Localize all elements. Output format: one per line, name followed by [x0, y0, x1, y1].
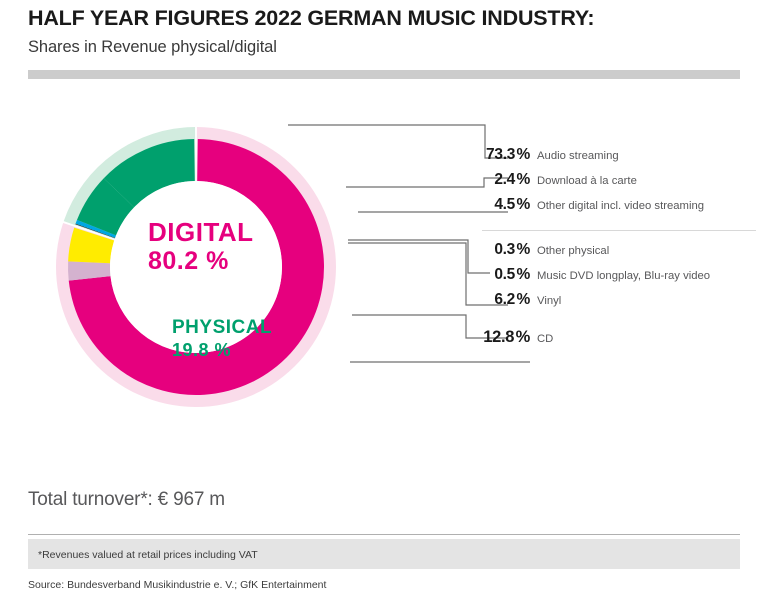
donut-hole: [110, 181, 282, 353]
percent-symbol: %: [516, 291, 531, 308]
note-band: [28, 539, 740, 569]
donut-slice-download-la-carte[interactable]: [68, 261, 111, 281]
leader-music-dvd: [348, 242, 508, 306]
note-text: *Revenues valued at retail prices includ…: [38, 549, 258, 561]
page-subtitle: Shares in Revenue physical/digital: [28, 38, 277, 56]
legend-digital-label: Other digital incl. video streaming: [537, 200, 705, 212]
legend-group-digital: 73.3% Audio streaming 2.4% Download à la ca…: [468, 146, 758, 221]
legend-spacer: [468, 316, 758, 328]
legend-physical-percent: 0.3%: [494, 241, 531, 258]
page-title: HALF YEAR FIGURES 2022 GERMAN MUSIC INDU…: [28, 6, 595, 30]
leader-other-physical: [348, 239, 490, 274]
donut-slice-music-dvd-longplay-blu-ray-video[interactable]: [75, 219, 117, 238]
legend-cd-percent: 12.8%: [483, 328, 531, 346]
leader-audio-streaming: [288, 124, 508, 159]
donut-slice-other-physical[interactable]: [75, 223, 116, 239]
legend-group-physical: 0.3% Other physical 0.5% Music DVD longplay…: [468, 241, 758, 316]
legend-physical-label: Other physical: [537, 245, 610, 257]
legend-row[interactable]: 0.5% Music DVD longplay, Blu-ray video: [468, 266, 758, 291]
percent-symbol: %: [516, 171, 531, 188]
legend-group-cd: 12.8% CD: [468, 328, 758, 353]
legend-divider: [482, 230, 756, 231]
percent-symbol: %: [516, 241, 531, 258]
footer-rule: [28, 534, 740, 535]
legend-row[interactable]: 2.4% Download à la carte: [468, 171, 758, 196]
donut-slice-vinyl[interactable]: [76, 178, 135, 236]
legend: 73.3% Audio streaming 2.4% Download à la ca…: [468, 146, 758, 353]
percent-symbol: %: [516, 196, 531, 213]
header: HALF YEAR FIGURES 2022 GERMAN MUSIC INDU…: [28, 6, 740, 57]
leader-download: [346, 177, 508, 188]
legend-row[interactable]: 4.5% Other digital incl. video streaming: [468, 196, 758, 221]
header-rule-bar: [28, 70, 740, 79]
legend-row[interactable]: 73.3% Audio streaming: [468, 146, 758, 171]
legend-row[interactable]: 12.8% CD: [468, 328, 758, 353]
donut-segments: [68, 139, 325, 395]
legend-digital-percent: 73.3%: [486, 146, 531, 163]
legend-cd-label: CD: [537, 333, 554, 345]
donut-slice-audio-streaming[interactable]: [68, 139, 325, 395]
legend-row[interactable]: 6.2% Vinyl: [468, 291, 758, 316]
percent-symbol: %: [515, 328, 531, 346]
donut-slice-other-digital-incl-video-streaming[interactable]: [68, 227, 115, 264]
donut-slice-cd[interactable]: [103, 139, 195, 208]
leader-lines: [288, 124, 530, 363]
legend-digital-label: Audio streaming: [537, 150, 619, 162]
legend-digital-label: Download à la carte: [537, 175, 637, 187]
legend-physical-percent: 6.2%: [494, 291, 531, 308]
legend-digital-percent: 4.5%: [494, 196, 531, 213]
source-text: Source: Bundesverband Musikindustrie e. …: [28, 579, 327, 591]
percent-symbol: %: [516, 146, 531, 163]
legend-physical-label: Music DVD longplay, Blu-ray video: [537, 270, 711, 282]
percent-symbol: %: [516, 266, 531, 283]
legend-physical-label: Vinyl: [537, 295, 562, 307]
total-turnover: Total turnover*: € 967 m: [28, 489, 225, 510]
leader-vinyl: [352, 314, 508, 339]
legend-physical-percent: 0.5%: [494, 266, 531, 283]
legend-row[interactable]: 0.3% Other physical: [468, 241, 758, 266]
legend-digital-percent: 2.4%: [494, 171, 531, 188]
